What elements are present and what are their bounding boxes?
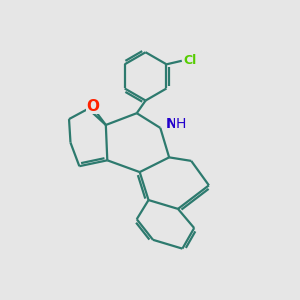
Text: N: N (166, 117, 177, 131)
Text: H: H (176, 117, 186, 131)
Text: O: O (87, 99, 100, 114)
Text: Cl: Cl (183, 54, 197, 67)
